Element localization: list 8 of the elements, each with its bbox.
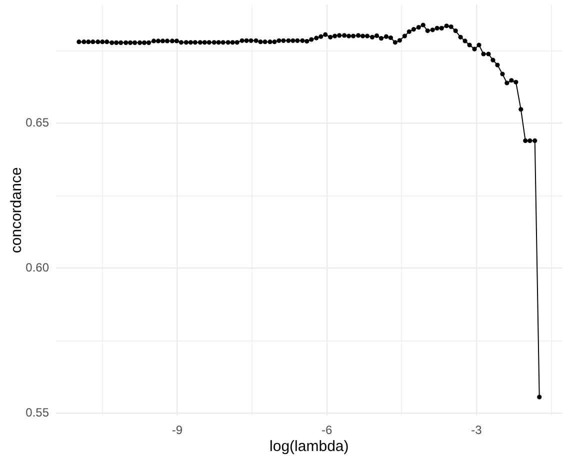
y-tick-label: 0.65: [26, 116, 50, 130]
x-axis-title: log(lambda): [270, 438, 349, 456]
x-tick-label: -9: [172, 423, 183, 438]
x-tick-label: -6: [322, 423, 333, 438]
y-tick-label: 0.60: [26, 260, 50, 275]
x-tick-label: -3: [471, 423, 482, 438]
y-tick-label: 0.55: [26, 406, 50, 420]
y-axis-title: concordance: [8, 167, 26, 254]
